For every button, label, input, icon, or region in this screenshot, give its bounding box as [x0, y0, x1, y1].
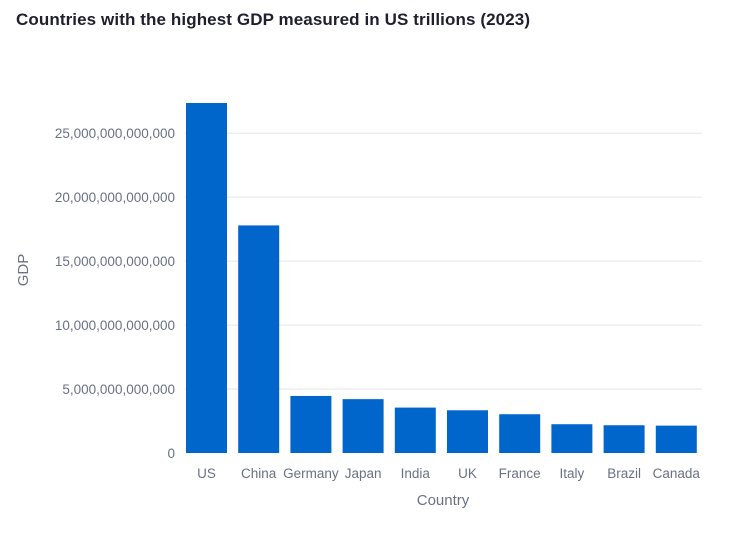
x-tick-label: Italy	[560, 466, 585, 481]
x-tick-label: Japan	[345, 466, 382, 481]
x-tick-label: France	[499, 466, 541, 481]
bar-france	[499, 414, 541, 453]
gridlines	[185, 132, 702, 390]
x-tick-label: China	[241, 466, 277, 481]
x-tick-label: Germany	[283, 466, 339, 481]
x-tick-label: Canada	[653, 466, 701, 481]
y-tick-label: 10,000,000,000,000	[55, 318, 175, 333]
x-axis-title: Country	[417, 492, 470, 509]
y-tick-label: 15,000,000,000,000	[55, 254, 175, 269]
y-tick-label: 0	[167, 446, 175, 461]
bar-canada	[655, 425, 697, 453]
chart-title: Countries with the highest GDP measured …	[16, 10, 531, 29]
x-tick-label: India	[401, 466, 431, 481]
bar-japan	[342, 399, 384, 453]
bar-brazil	[603, 425, 645, 453]
y-axis-title: GDP	[15, 254, 32, 287]
x-tick-label: US	[197, 466, 216, 481]
y-axis-ticks: 0 5,000,000,000,000 10,000,000,000,000 15,0…	[55, 126, 175, 461]
bar-germany	[290, 395, 332, 453]
x-tick-label: UK	[458, 466, 477, 481]
x-tick-label: Brazil	[607, 466, 641, 481]
bar-italy	[551, 424, 593, 453]
y-tick-label: 25,000,000,000,000	[55, 126, 175, 141]
bars	[186, 103, 697, 453]
y-tick-label: 20,000,000,000,000	[55, 190, 175, 205]
bar-us	[186, 103, 227, 453]
bar-china	[238, 225, 280, 453]
bar-india	[394, 407, 436, 453]
bar-uk	[447, 410, 488, 453]
y-tick-label: 5,000,000,000,000	[62, 382, 175, 397]
x-axis-ticks: US China Germany Japan India UK France Italy Bra…	[197, 466, 700, 481]
